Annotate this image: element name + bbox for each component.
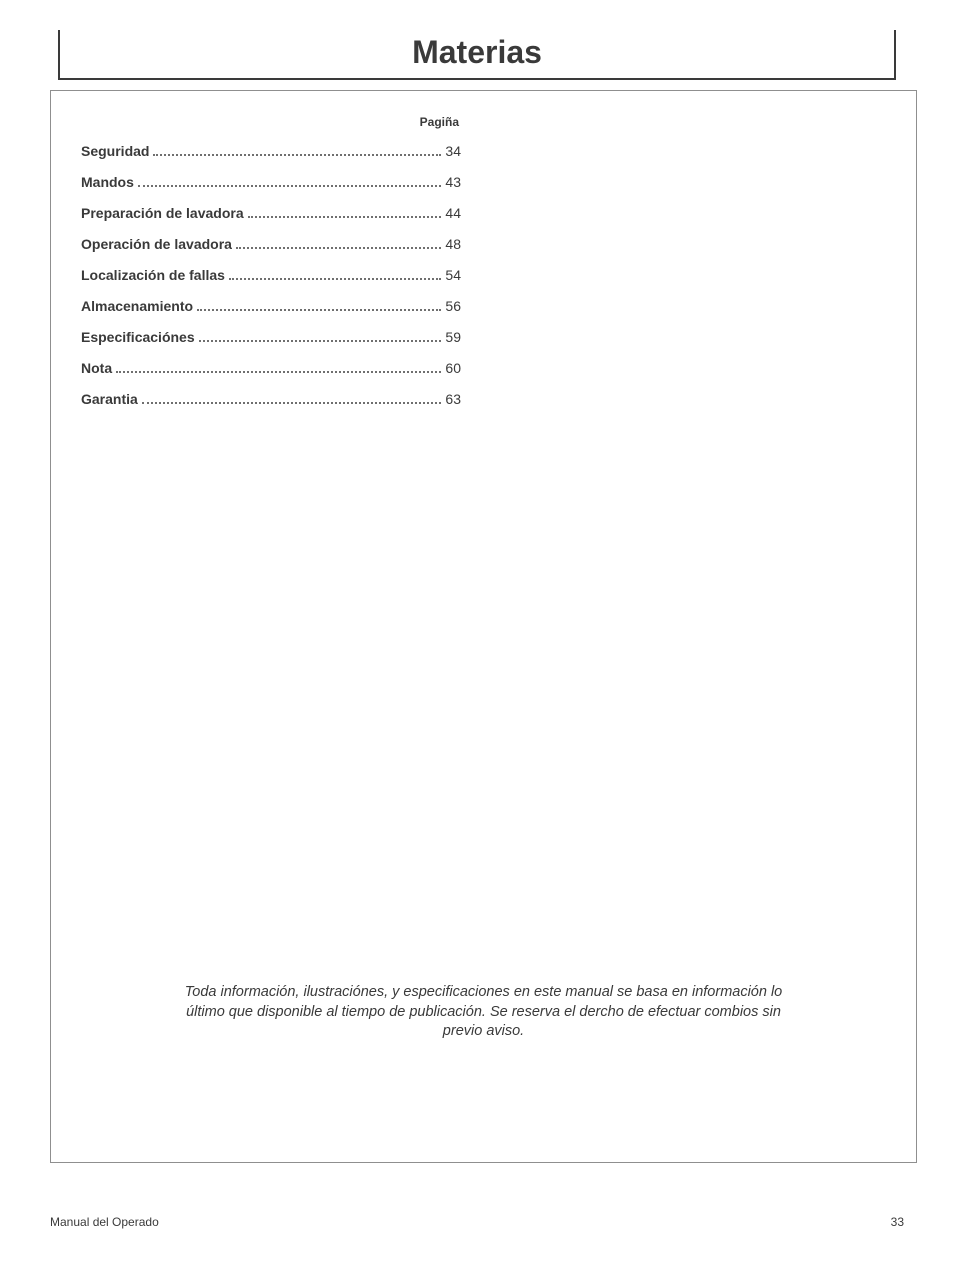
toc-row: Nota 60 [81, 360, 461, 376]
toc-dots [236, 247, 441, 249]
toc-dots [199, 340, 442, 342]
toc-label: Operación de lavadora [81, 236, 232, 252]
column-header: Pagiña [81, 115, 461, 129]
toc-row: Especificaciónes 59 [81, 329, 461, 345]
toc-label: Localización de fallas [81, 267, 225, 283]
toc-label: Preparación de lavadora [81, 205, 244, 221]
toc-row: Preparación de lavadora 44 [81, 205, 461, 221]
toc-dots [248, 216, 442, 218]
toc-dots [116, 371, 441, 373]
footer-left: Manual del Operado [50, 1215, 159, 1229]
page: Materias Pagiña Seguridad 34 Mandos 43 P… [0, 30, 954, 1265]
toc-dots [197, 309, 441, 311]
disclaimer-text: Toda información, ilustraciónes, y espec… [51, 983, 916, 1042]
toc-page: 43 [445, 174, 461, 190]
toc-row: Almacenamiento 56 [81, 298, 461, 314]
toc-dots [142, 402, 442, 404]
toc-label: Almacenamiento [81, 298, 193, 314]
footer-page-number: 33 [891, 1215, 904, 1229]
toc-page: 44 [445, 205, 461, 221]
toc-label: Nota [81, 360, 112, 376]
toc-row: Garantia 63 [81, 391, 461, 407]
toc-page: 48 [445, 236, 461, 252]
toc-label: Garantia [81, 391, 138, 407]
toc-page: 59 [445, 329, 461, 345]
toc-row: Operación de lavadora 48 [81, 236, 461, 252]
title-box: Materias [58, 30, 896, 80]
page-title: Materias [412, 34, 542, 71]
toc-row: Mandos 43 [81, 174, 461, 190]
toc-row: Seguridad 34 [81, 143, 461, 159]
toc-label: Especificaciónes [81, 329, 195, 345]
toc-row: Localización de fallas 54 [81, 267, 461, 283]
toc-page: 56 [445, 298, 461, 314]
toc-page: 54 [445, 267, 461, 283]
toc-label: Mandos [81, 174, 134, 190]
toc-dots [229, 278, 441, 280]
toc-label: Seguridad [81, 143, 149, 159]
content-box: Pagiña Seguridad 34 Mandos 43 Preparació… [50, 90, 917, 1163]
toc-dots [138, 185, 442, 187]
toc-page: 63 [445, 391, 461, 407]
footer: Manual del Operado 33 [50, 1215, 904, 1229]
toc-page: 60 [445, 360, 461, 376]
toc-dots [153, 154, 441, 156]
toc-column: Pagiña Seguridad 34 Mandos 43 Preparació… [81, 115, 461, 407]
toc-page: 34 [445, 143, 461, 159]
